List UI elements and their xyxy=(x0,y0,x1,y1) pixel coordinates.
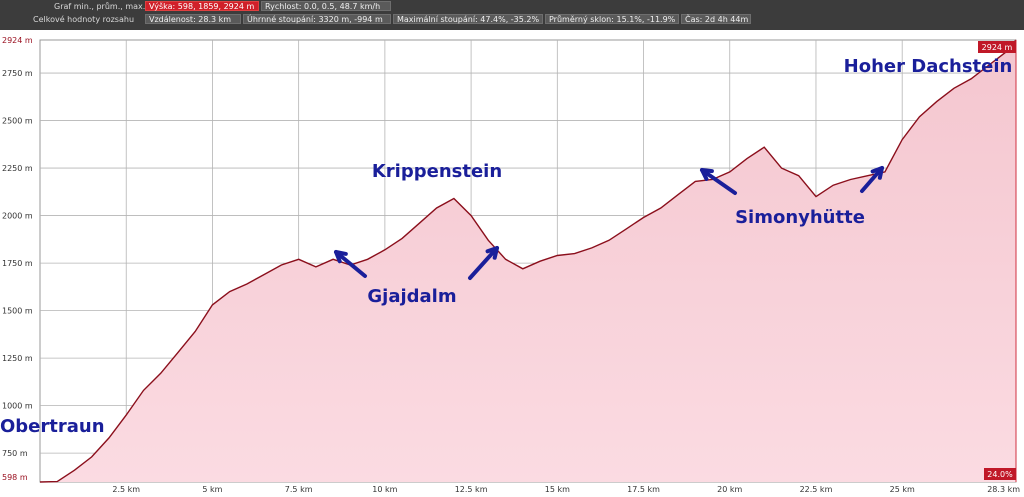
arrow-shaft xyxy=(860,166,884,193)
y-tick-label: 2250 m xyxy=(2,164,33,173)
elevation-stat: Výška: 598, 1859, 2924 m xyxy=(145,1,259,11)
max-marker-label: 2924 m xyxy=(982,43,1013,52)
ascent-stat: Úhrnné stoupání: 3320 m, -994 m xyxy=(243,14,391,24)
y-tick-label: 750 m xyxy=(2,449,28,458)
arrow-shaft xyxy=(334,250,367,278)
x-tick-label: 5 km xyxy=(202,485,222,494)
annotation-label: Krippenstein xyxy=(372,161,502,182)
x-tick-label: 25 km xyxy=(890,485,915,494)
arrow-head xyxy=(485,246,499,260)
stats-header: Graf min., prům., max. Celkové hodnoty r… xyxy=(0,0,1024,30)
x-tick-label: 2.5 km xyxy=(112,485,140,494)
y-tick-label: 1000 m xyxy=(2,402,33,411)
annotations: Obertraun Krippenstein Gjajdalm Simonyhütte… xyxy=(0,56,1012,437)
y-min-label: 598 m xyxy=(2,473,28,482)
y-tick-label: 2500 m xyxy=(2,117,33,126)
avg-grade-stat: Průměrný sklon: 15.1%, -11.9% xyxy=(545,14,679,24)
arrow-head xyxy=(700,168,714,181)
axis-ticks: 2.5 km 5 km 7.5 km 10 km 12.5 km 15 km 17.5 km… xyxy=(2,36,1020,494)
x-tick-label: 15 km xyxy=(545,485,570,494)
row1-label: Graf min., prům., max. xyxy=(54,2,146,11)
y-tick-label: 2000 m xyxy=(2,212,33,221)
elevation-profile-chart: 2924 m 24.0% 2.5 km 5 km 7.5 km 10 km 12.5 km… xyxy=(0,36,1020,494)
elevation-area: 2924 m 24.0% xyxy=(39,39,1017,483)
arrow-head xyxy=(334,250,348,264)
y-tick-label: 1500 m xyxy=(2,307,33,316)
annotation-label: Obertraun xyxy=(0,416,105,437)
x-tick-label: 17.5 km xyxy=(627,485,660,494)
y-tick-label: 1250 m xyxy=(2,354,33,363)
x-end-label: 28.3 km xyxy=(987,485,1020,494)
max-marker-box xyxy=(978,41,1016,53)
row2-label: Celkové hodnoty rozsahu xyxy=(33,15,135,24)
grade-marker-label: 24.0% xyxy=(987,470,1013,479)
y-tick-label: 2750 m xyxy=(2,69,33,78)
annotation-label: Gjajdalm xyxy=(367,286,456,307)
elevation-fill xyxy=(40,40,1016,482)
x-tick-label: 12.5 km xyxy=(455,485,488,494)
x-tick-label: 7.5 km xyxy=(285,485,313,494)
y-max-label: 2924 m xyxy=(2,36,33,45)
y-tick-label: 1750 m xyxy=(2,259,33,268)
arrow-shaft xyxy=(468,246,499,280)
x-tick-label: 22.5 km xyxy=(800,485,833,494)
speed-stat: Rychlost: 0.0, 0.5, 48.7 km/h xyxy=(261,1,391,11)
grade-marker-box xyxy=(984,468,1016,480)
annotation-label: Simonyhütte xyxy=(735,207,865,228)
arrow-shaft xyxy=(700,168,737,195)
max-grade-stat: Maximální stoupání: 47.4%, -35.2% xyxy=(393,14,543,24)
elevation-line xyxy=(39,39,1017,483)
time-stat: Čas: 2d 4h 44m xyxy=(681,14,751,24)
distance-stat: Vzdálenost: 28.3 km xyxy=(145,14,241,24)
x-tick-label: 20 km xyxy=(717,485,742,494)
x-tick-label: 10 km xyxy=(372,485,397,494)
annotation-label: Hoher Dachstein xyxy=(844,56,1013,77)
arrow-head xyxy=(870,166,884,180)
